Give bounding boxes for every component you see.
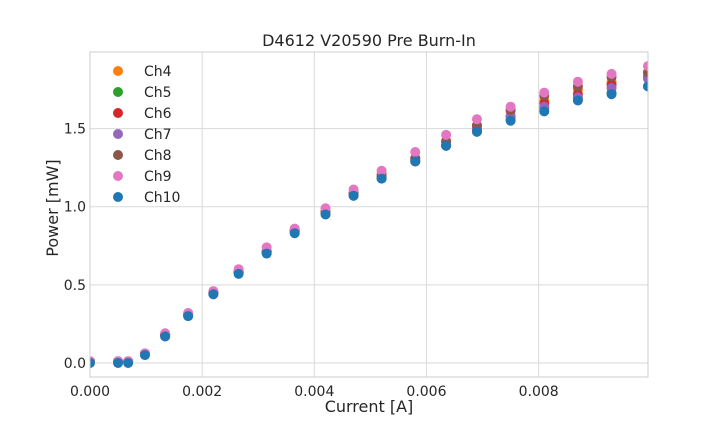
legend-marker-ch8 <box>113 150 123 160</box>
data-point-ch10 <box>376 173 387 184</box>
data-point-ch10 <box>261 248 272 259</box>
plot-area <box>90 52 648 377</box>
data-point-ch10 <box>233 268 244 279</box>
legend-marker-ch4 <box>113 66 123 76</box>
legend-label-ch6: Ch6 <box>144 106 172 122</box>
data-point-ch10 <box>539 106 550 117</box>
data-point-ch9 <box>539 87 550 98</box>
data-point-ch9 <box>505 101 516 112</box>
legend-label-ch7: Ch7 <box>144 127 172 143</box>
y-tick-label: 0.5 <box>64 278 86 294</box>
x-tick-label: 0.002 <box>182 384 222 400</box>
legend-marker-ch5 <box>113 87 123 97</box>
data-point-ch10 <box>90 357 95 368</box>
x-tick-label: 0.004 <box>294 384 334 400</box>
legend-label-ch4: Ch4 <box>144 64 172 80</box>
data-point-ch9 <box>441 129 452 140</box>
chart-title: D4612 V20590 Pre Burn-In <box>262 31 476 50</box>
y-tick-label: 1.0 <box>64 200 86 216</box>
data-point-ch10 <box>441 140 452 151</box>
data-point-ch9 <box>376 165 387 176</box>
data-point-ch10 <box>160 331 171 342</box>
legend-label-ch10: Ch10 <box>144 190 180 206</box>
y-tick-label: 1.5 <box>64 122 86 138</box>
data-points <box>90 61 648 368</box>
y-axis-label: Power [mW] <box>43 159 62 256</box>
data-point-ch9 <box>606 68 617 79</box>
data-point-ch10 <box>471 126 482 137</box>
y-tick-labels: 0.0 0.5 1.0 1.5 <box>64 122 86 372</box>
legend: Ch4 Ch5 Ch6 Ch7 Ch8 Ch9 Ch10 <box>113 64 180 206</box>
legend-marker-ch6 <box>113 108 123 118</box>
data-point-ch10 <box>113 357 124 368</box>
x-tick-label: 0.000 <box>70 384 110 400</box>
data-point-ch9 <box>572 76 583 87</box>
data-point-ch10 <box>572 95 583 106</box>
data-point-ch10 <box>123 357 134 368</box>
x-tick-label: 0.006 <box>406 384 446 400</box>
data-point-ch10 <box>208 289 219 300</box>
data-point-ch10 <box>348 190 359 201</box>
x-tick-label: 0.008 <box>519 384 559 400</box>
legend-label-ch8: Ch8 <box>144 148 172 164</box>
x-tick-labels: 0.000 0.002 0.004 0.006 0.008 <box>70 384 559 400</box>
data-point-ch9 <box>471 114 482 125</box>
data-point-ch9 <box>643 61 648 72</box>
data-point-ch10 <box>183 311 194 322</box>
data-point-ch10 <box>505 115 516 126</box>
legend-marker-ch7 <box>113 129 123 139</box>
legend-label-ch5: Ch5 <box>144 85 172 101</box>
data-point-ch10 <box>320 209 331 220</box>
plot-frame <box>89 51 649 378</box>
legend-marker-ch10 <box>113 192 123 202</box>
data-point-ch10 <box>606 89 617 100</box>
data-point-ch10 <box>289 228 300 239</box>
y-tick-label: 0.0 <box>64 356 86 372</box>
legend-marker-ch9 <box>113 171 123 181</box>
x-axis-label: Current [A] <box>325 397 414 416</box>
legend-label-ch9: Ch9 <box>144 169 172 185</box>
grid-lines <box>89 52 648 377</box>
data-point-ch10 <box>139 350 150 361</box>
data-point-ch10 <box>643 81 648 92</box>
data-point-ch9 <box>410 147 421 157</box>
data-point-ch10 <box>410 156 421 167</box>
